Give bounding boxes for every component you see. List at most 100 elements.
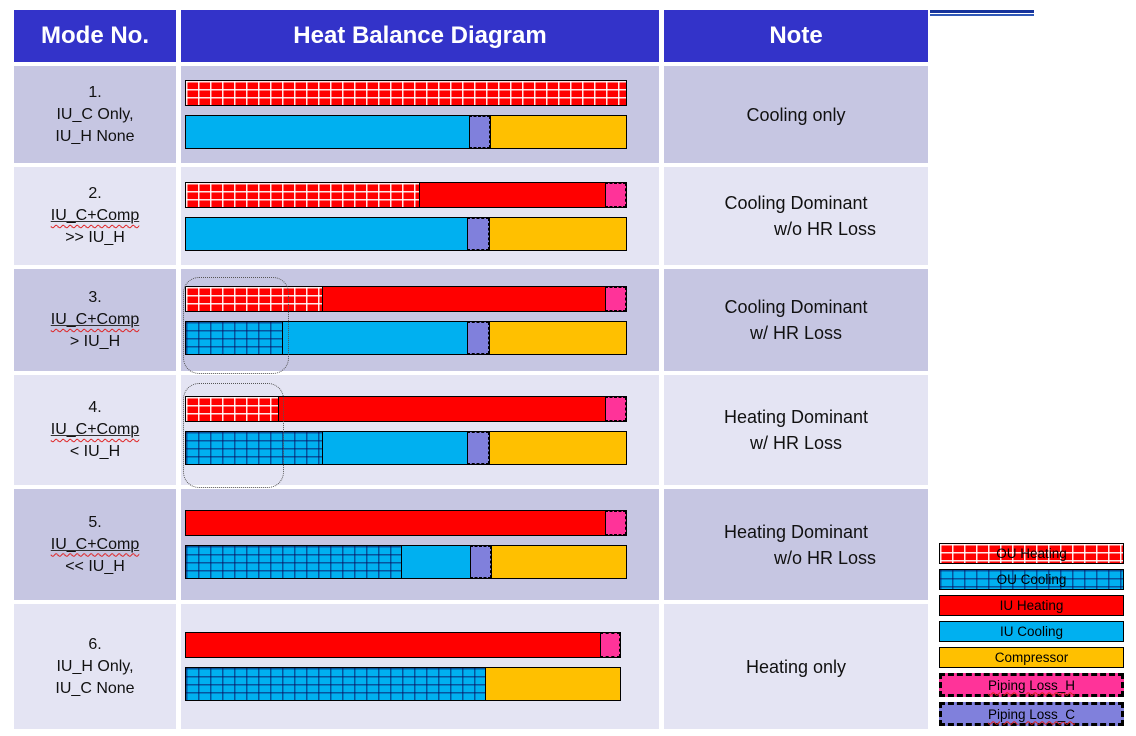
heat-balance-table: Mode No. Heat Balance Diagram Note 1. IU_… xyxy=(14,10,928,729)
note-cell: Cooling only xyxy=(664,66,928,163)
legend-label: Piping Loss_H xyxy=(987,677,1076,693)
piping-loss-h-segment xyxy=(600,633,620,657)
note-cell: Cooling Dominant w/ HR Loss xyxy=(664,269,928,371)
legend-label: Compressor xyxy=(994,650,1069,665)
table-header: Mode No. Heat Balance Diagram Note xyxy=(14,10,928,62)
ou-heating-segment xyxy=(186,286,323,311)
heat-bar-bottom xyxy=(185,430,627,465)
mode-cell: 1. IU_C Only, IU_H None xyxy=(14,66,176,163)
iu-heating-segment xyxy=(419,182,605,207)
note-line: Cooling only xyxy=(746,104,846,125)
mode-line: 5. xyxy=(88,513,102,531)
legend-item-compressor: Compressor xyxy=(939,647,1124,668)
mode-cell: 5. IU_C+Comp << IU_H xyxy=(14,489,176,600)
heat-bar-bottom xyxy=(185,216,627,251)
mode-term-text: IU_C+Comp xyxy=(50,311,140,328)
mode-line: 3. xyxy=(88,289,102,306)
ou-heating-segment xyxy=(186,81,626,105)
piping-loss-h-segment xyxy=(604,286,626,311)
mode-line: IU_C Only, xyxy=(56,105,134,123)
mode-line: IU_H None xyxy=(55,127,135,145)
legend-item-piping-loss-h: Piping Loss_H xyxy=(939,673,1124,697)
heat-bar-top xyxy=(185,395,627,422)
mode-line: IU_C None xyxy=(55,679,135,697)
heat-bar-top xyxy=(185,632,621,658)
legend-label: OU Cooling xyxy=(996,572,1067,587)
note-cell: Heating Dominant w/o HR Loss xyxy=(664,489,928,600)
table-body: 1. IU_C Only, IU_H None Cooling only 2. IU_C+… xyxy=(14,66,928,729)
piping-loss-h-segment xyxy=(604,182,626,207)
compressor-segment xyxy=(485,668,620,700)
mode-cell: 4. IU_C+Comp < IU_H xyxy=(14,375,176,485)
accent-line xyxy=(930,10,1034,16)
diagram-cell xyxy=(181,604,659,729)
piping-loss-h-segment xyxy=(604,396,626,421)
mode-term-text: IU_C+Comp xyxy=(50,421,140,438)
mode-line: IU_C+Comp xyxy=(51,309,139,331)
note-line: Cooling Dominant xyxy=(724,193,868,213)
iu-cooling-segment xyxy=(186,116,469,148)
header-note: Note xyxy=(664,10,928,62)
accent-line-dark xyxy=(930,10,1034,13)
header-heat-balance-diagram: Heat Balance Diagram xyxy=(181,10,659,62)
heat-bar-top xyxy=(185,285,627,312)
compressor-segment xyxy=(488,431,626,464)
note-cell: Heating Dominant w/ HR Loss xyxy=(664,375,928,485)
mode-line: < IU_H xyxy=(69,443,121,460)
diagram-cell xyxy=(181,66,659,163)
table-row: 4. IU_C+Comp < IU_H Heating Dominant w/ HR L… xyxy=(14,375,928,488)
ou-heating-segment xyxy=(186,182,420,207)
ou-cooling-segment xyxy=(186,321,283,354)
note-line: Heating Dominant xyxy=(723,407,869,427)
ou-cooling-segment xyxy=(186,668,486,700)
piping-loss-c-segment xyxy=(466,321,489,354)
mode-line: 1. xyxy=(88,83,102,101)
piping-loss-h-segment xyxy=(604,511,626,535)
heat-bar-top xyxy=(185,181,627,208)
table-row: 3. IU_C+Comp > IU_H Cooling Dominant w/ HR L… xyxy=(14,269,928,374)
iu-cooling-segment xyxy=(282,321,467,354)
header-mode-no: Mode No. xyxy=(14,10,176,62)
diagram-cell xyxy=(181,489,659,600)
mode-line: 2. xyxy=(88,185,102,202)
piping-loss-c-segment xyxy=(468,116,491,148)
note-cell: Heating only xyxy=(664,604,928,729)
legend-label: IU Heating xyxy=(999,598,1064,613)
table-row: 1. IU_C Only, IU_H None Cooling only xyxy=(14,66,928,163)
iu-cooling-segment xyxy=(322,431,467,464)
note-line: w/ HR Loss xyxy=(749,433,843,453)
mode-line: > IU_H xyxy=(69,333,121,350)
heat-bar-top xyxy=(185,80,627,106)
iu-heating-segment xyxy=(186,633,601,657)
ou-heating-segment xyxy=(186,396,278,421)
ou-cooling-segment xyxy=(186,546,402,578)
mode-term: IU_C+Comp xyxy=(51,421,139,438)
legend-item-iu-cooling: IU Cooling xyxy=(939,621,1124,642)
accent-line-gap xyxy=(930,13,1034,14)
ou-cooling-segment xyxy=(186,431,323,464)
compressor-segment xyxy=(488,217,626,250)
note-line: w/o HR Loss xyxy=(773,219,877,239)
mode-line: IU_C+Comp xyxy=(51,205,139,227)
legend-item-ou-cooling: OU Cooling xyxy=(939,569,1124,590)
mode-term: IU_C+Comp xyxy=(51,207,139,224)
diagram-cell xyxy=(181,375,659,488)
heat-bar-bottom xyxy=(185,115,627,149)
mode-line: << IU_H xyxy=(65,557,125,575)
note-line: w/ HR Loss xyxy=(749,323,843,343)
piping-loss-c-segment xyxy=(466,431,489,464)
heat-bar-bottom xyxy=(185,667,621,701)
table-row: 5. IU_C+Comp << IU_H Heating Dominant w/o HR… xyxy=(14,489,928,600)
mode-term-text: IU_C+Comp xyxy=(50,535,140,553)
note-cell: Cooling Dominant w/o HR Loss xyxy=(664,167,928,265)
note-line: Cooling Dominant xyxy=(724,297,868,317)
iu-cooling-segment xyxy=(186,217,467,250)
table-row: 2. IU_C+Comp >> IU_H Cooling Dominant w/o HR… xyxy=(14,167,928,265)
legend-label: Piping Loss_C xyxy=(987,706,1076,722)
legend-label: IU Cooling xyxy=(999,624,1064,639)
heat-bar-bottom xyxy=(185,545,627,579)
mode-term: IU_C+Comp xyxy=(51,536,139,553)
mode-line: >> IU_H xyxy=(65,229,125,246)
table-row: 6. IU_H Only, IU_C None Heating only xyxy=(14,604,928,729)
mode-line: 4. xyxy=(88,399,102,416)
